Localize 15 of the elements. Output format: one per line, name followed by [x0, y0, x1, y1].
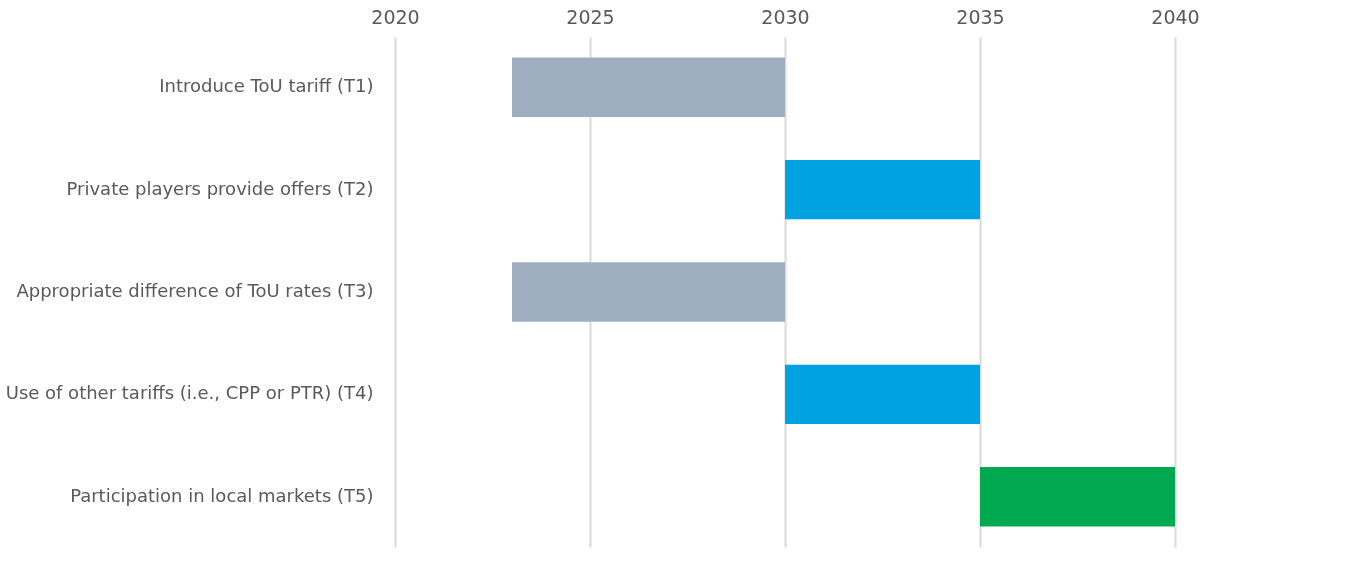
x-tick-label: 2025 — [566, 5, 615, 28]
y-tick-label: Use of other tariffs (i.e., CPP or PTR) (T4) — [5, 382, 374, 404]
bar — [512, 262, 785, 322]
bar — [512, 57, 785, 117]
bar — [785, 159, 980, 220]
x-tick-label: 2040 — [1151, 5, 1200, 28]
y-tick-label: Appropriate difference of ToU rates (T3) — [16, 280, 374, 301]
y-tick-label: Participation in local markets (T5) — [70, 484, 374, 506]
x-tick-label: 2030 — [761, 5, 810, 28]
y-tick-label: Private players provide offers (T2) — [66, 177, 374, 199]
x-tick-label: 2020 — [371, 5, 420, 28]
x-tick-label: 2035 — [956, 5, 1005, 28]
bar — [980, 467, 1175, 527]
bar — [785, 364, 980, 425]
y-tick-label: Introduce ToU tariff (T1) — [159, 75, 374, 97]
